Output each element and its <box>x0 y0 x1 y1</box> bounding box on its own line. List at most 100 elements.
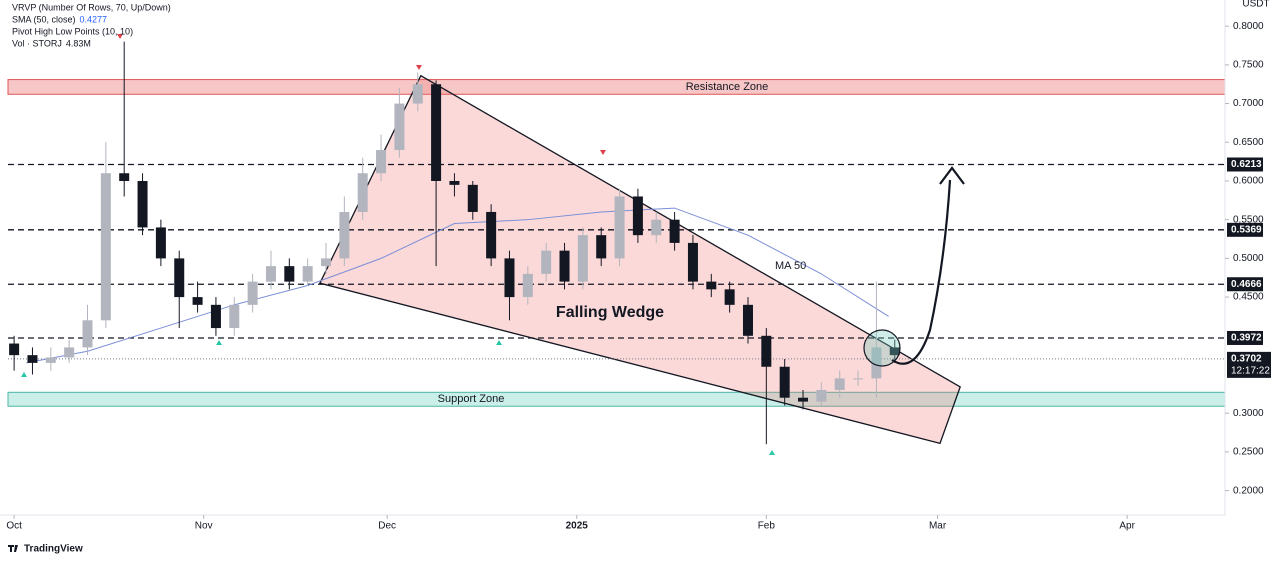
candle-body <box>651 219 662 236</box>
ma-line <box>26 207 889 364</box>
candle-body <box>724 289 735 305</box>
candle-body <box>577 235 588 282</box>
y-tick-label: 0.6500 <box>1233 137 1264 148</box>
candle-body <box>376 150 387 174</box>
candle-body <box>9 343 20 356</box>
level-label: 0.6213 <box>1231 159 1262 170</box>
candle-body <box>449 180 460 185</box>
zone-label: Resistance Zone <box>686 81 769 93</box>
indicator-value: 0.4277 <box>80 14 108 24</box>
zone <box>7 391 1226 407</box>
currency: USDT <box>1242 0 1269 10</box>
candle-body <box>100 173 111 321</box>
y-tick-label: 0.8000 <box>1233 21 1264 32</box>
candle-body <box>210 304 221 329</box>
y-tick-label: 0.5000 <box>1233 253 1264 264</box>
candle-body <box>174 258 185 298</box>
candle-body <box>412 84 423 104</box>
level-label: 0.4666 <box>1231 279 1262 290</box>
candle-body <box>247 281 258 305</box>
candle-body <box>45 357 56 363</box>
candle-body <box>889 347 900 356</box>
candle-body <box>669 219 680 243</box>
level-tag <box>1227 157 1263 172</box>
last-price-tag <box>1227 351 1271 378</box>
y-tick-label: 0.3000 <box>1233 408 1264 419</box>
projection-arrow <box>891 179 952 365</box>
candle-body <box>284 266 295 282</box>
wedge-label: Falling Wedge <box>556 304 664 321</box>
candle-body <box>192 297 203 305</box>
y-tick-label: 0.4500 <box>1233 292 1264 303</box>
candle-body <box>431 84 442 181</box>
candle-body <box>596 235 607 259</box>
x-tick-label: Mar <box>929 521 947 532</box>
x-tick-label: Oct <box>6 521 22 532</box>
candle-body <box>632 196 643 236</box>
level-tag <box>1227 330 1263 345</box>
x-tick-label: Feb <box>758 521 776 532</box>
y-tick-label: 0.6000 <box>1233 176 1264 187</box>
breakout-circle <box>863 329 901 367</box>
y-tick-label: 0.7000 <box>1233 98 1264 109</box>
candle-body <box>504 258 515 298</box>
y-tick-label: 0.2500 <box>1233 447 1264 458</box>
candle-body <box>467 184 478 212</box>
candle-body <box>27 355 38 363</box>
indicator-label: Vol · STORJ <box>12 38 62 48</box>
level-tag <box>1227 277 1263 292</box>
candle-body <box>229 304 240 329</box>
candle-body <box>742 304 753 336</box>
candle-body <box>137 180 148 228</box>
candle-body <box>155 227 166 259</box>
indicator-label: Pivot High Low Points (10, 10) <box>12 26 133 36</box>
footer-brand: TradingView <box>24 544 83 555</box>
candle-body <box>816 389 827 402</box>
candle-body <box>871 347 882 379</box>
y-tick-label: 0.5500 <box>1233 214 1264 225</box>
candle-body <box>559 250 570 282</box>
level-label: 0.5369 <box>1231 224 1262 235</box>
level-label: 0.3972 <box>1231 333 1262 344</box>
level-tag <box>1227 222 1263 237</box>
y-tick-label: 0.2000 <box>1233 485 1264 496</box>
candle-body <box>394 103 405 151</box>
y-tick-label: 0.7500 <box>1233 60 1264 71</box>
candle-body <box>541 250 552 274</box>
candle-body <box>853 378 864 380</box>
candle-body <box>302 266 313 282</box>
indicator-label: SMA (50, close) <box>12 14 76 24</box>
candle-body <box>522 273 533 298</box>
candle-body <box>779 366 790 398</box>
countdown: 12:17:22 <box>1231 366 1270 377</box>
x-tick-label: 2025 <box>566 521 589 532</box>
brand-logo <box>8 545 18 552</box>
candle-body <box>64 347 75 358</box>
zone-label: Support Zone <box>438 393 505 405</box>
indicator-value: 4.83M <box>66 38 91 48</box>
wedge <box>318 74 961 445</box>
candle-body <box>82 320 93 348</box>
indicator-label: VRVP (Number Of Rows, 70, Up/Down) <box>12 2 171 12</box>
candle-body <box>357 173 368 212</box>
candle-body <box>706 281 717 290</box>
arrow-head <box>939 166 965 185</box>
candle-body <box>321 258 332 267</box>
candle-body <box>265 266 276 282</box>
candle-body <box>339 211 350 259</box>
candle-body <box>486 211 497 259</box>
zone <box>7 79 1226 95</box>
x-tick-label: Dec <box>378 521 396 532</box>
x-tick-label: Apr <box>1119 521 1135 532</box>
candle-body <box>834 378 845 390</box>
candle-body <box>761 335 772 367</box>
last-price-label: 0.3702 <box>1231 354 1262 365</box>
candle-body <box>798 397 809 402</box>
ma-label: MA 50 <box>775 260 806 272</box>
candle-body <box>614 196 625 259</box>
candle-body <box>687 242 698 282</box>
candle-body <box>119 173 130 181</box>
x-tick-label: Nov <box>195 521 213 532</box>
